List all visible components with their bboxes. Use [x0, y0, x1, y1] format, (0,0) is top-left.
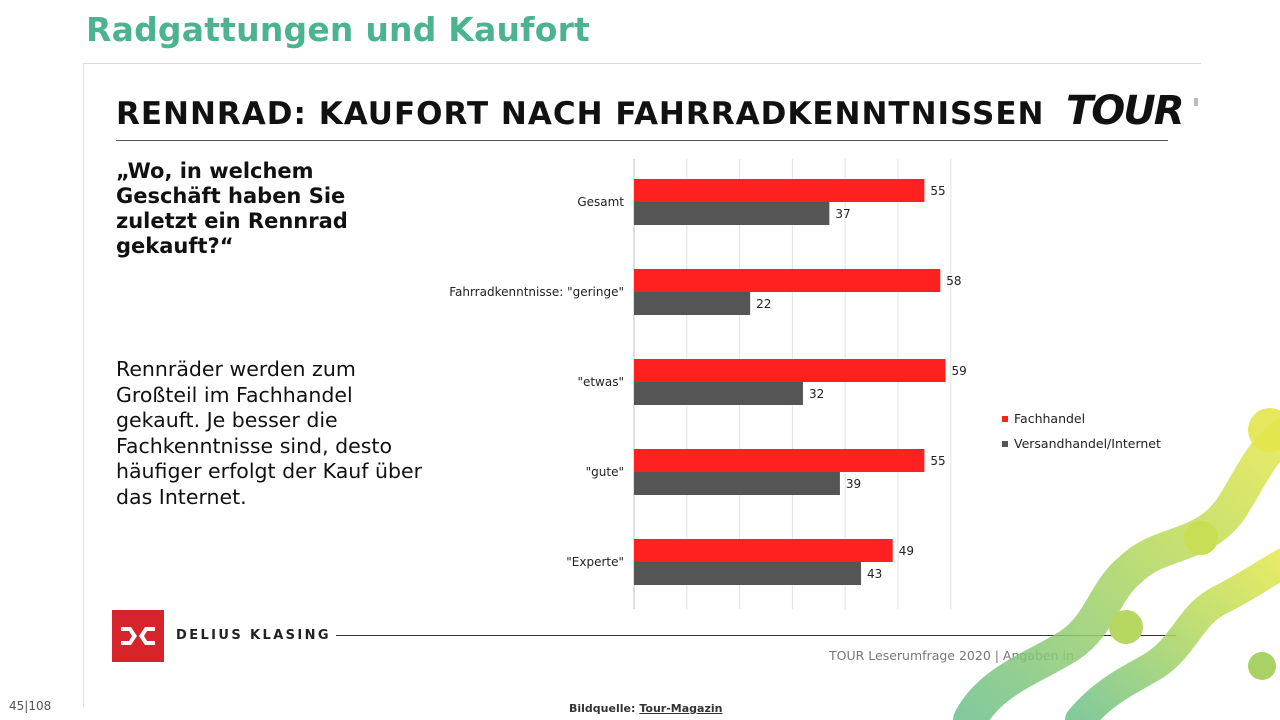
- chart-legend: Fachhandel Versandhandel/Internet: [1002, 406, 1161, 456]
- category-label: Gesamt: [577, 195, 624, 209]
- category-label: Fahrradkenntnisse: "geringe": [449, 285, 624, 299]
- chain-decoration: [953, 408, 1280, 720]
- legend-item-versand: Versandhandel/Internet: [1002, 431, 1161, 456]
- data-label: 55: [930, 454, 945, 468]
- data-label: 22: [756, 297, 771, 311]
- data-label: 37: [835, 207, 850, 221]
- data-label: 58: [946, 274, 961, 288]
- data-label: 39: [846, 477, 861, 491]
- slide-title: RENNRAD: KAUFORT NACH FAHRRADKENNTNISSEN: [116, 96, 1045, 132]
- slide-image: RENNRAD: KAUFORT NACH FAHRRADKENNTNISSEN…: [83, 63, 1201, 707]
- bar-fachhandel: [634, 269, 941, 292]
- bar-versand: [634, 562, 862, 585]
- data-label: 49: [899, 544, 914, 558]
- publisher-name: DELIUS KLASING: [176, 628, 332, 643]
- image-credit-label: Bildquelle:: [569, 702, 636, 715]
- legend-swatch-versand: [1002, 440, 1008, 447]
- category-label: "Experte": [566, 555, 624, 569]
- image-credit-link[interactable]: Tour-Magazin: [639, 702, 723, 715]
- data-label: 43: [867, 567, 882, 581]
- tour-logo: TOUR: [1066, 88, 1185, 134]
- bar-fachhandel: [634, 179, 925, 202]
- image-credit: Bildquelle: Tour-Magazin: [569, 702, 722, 715]
- scroll-marker: [1194, 98, 1198, 106]
- bar-fachhandel: [634, 449, 925, 472]
- bar-versand: [634, 382, 803, 405]
- legend-item-fachhandel: Fachhandel: [1002, 406, 1161, 431]
- page-title: Radgattungen und Kaufort: [86, 10, 591, 49]
- data-label: 59: [952, 364, 967, 378]
- legend-swatch-fachhandel: [1002, 415, 1008, 422]
- survey-question: „Wo, in welchem Geschäft haben Sie zulet…: [116, 159, 348, 258]
- summary-statement: Rennräder werden zum Großteil im Fachhan…: [116, 357, 423, 509]
- bar-versand: [634, 472, 840, 495]
- title-divider: [116, 140, 1168, 141]
- footer-divider: [336, 635, 1176, 636]
- data-label: 32: [809, 387, 824, 401]
- legend-label-fachhandel: Fachhandel: [1014, 411, 1086, 426]
- category-label: "etwas": [577, 375, 624, 389]
- delius-klasing-logo-icon: [112, 610, 164, 662]
- legend-label-versand: Versandhandel/Internet: [1014, 436, 1161, 451]
- page-number: 45|108: [9, 699, 52, 713]
- data-label: 55: [930, 184, 945, 198]
- bar-chart: Gesamt 55 37 Fahrradkenntnisse: "geringe" 58…: [449, 159, 967, 609]
- bar-versand: [634, 202, 830, 225]
- bar-fachhandel: [634, 539, 893, 562]
- category-label: "gute": [586, 465, 624, 479]
- bar-fachhandel: [634, 359, 946, 382]
- bar-versand: [634, 292, 751, 315]
